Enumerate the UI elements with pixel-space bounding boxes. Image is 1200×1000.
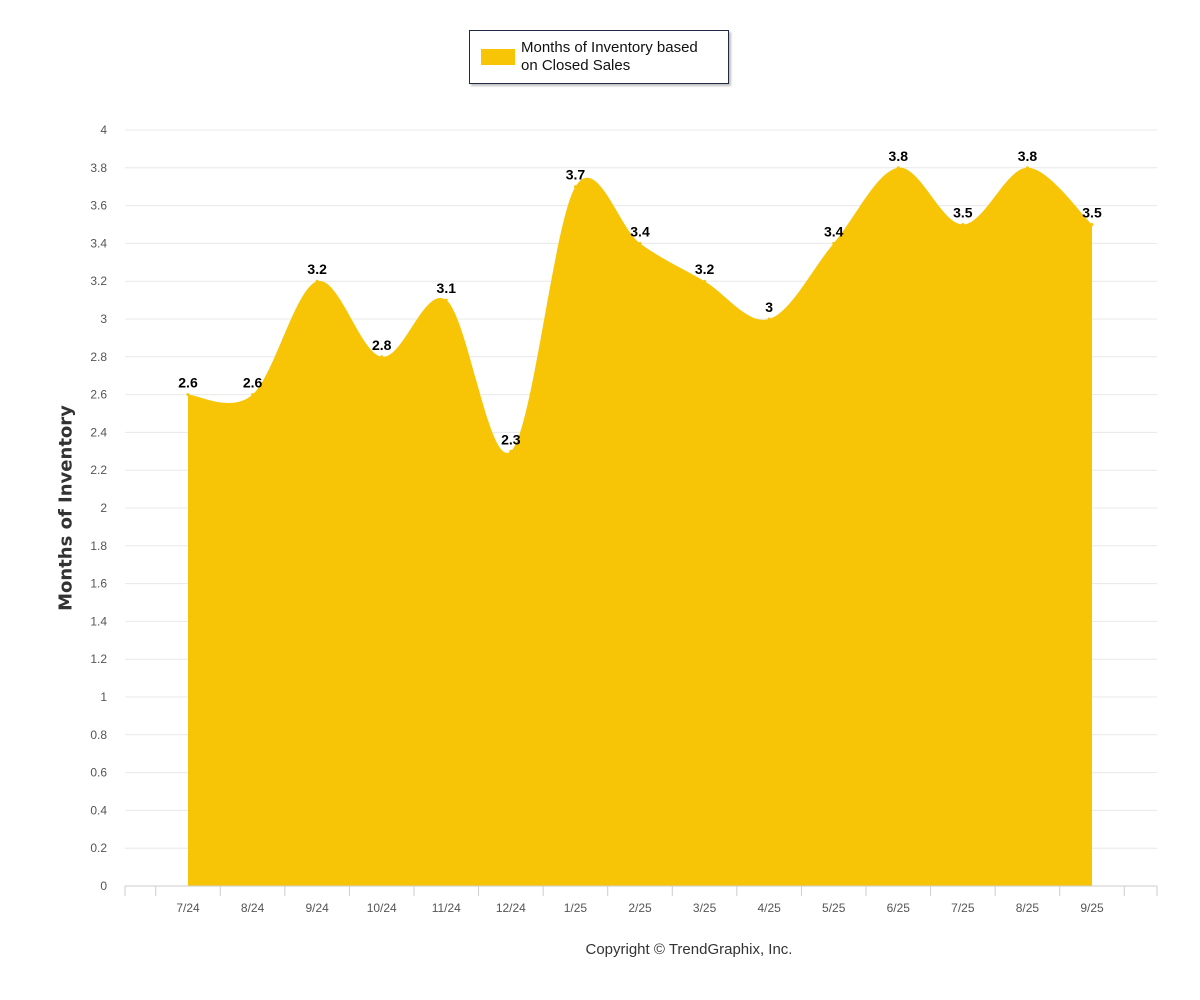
- data-point: [380, 355, 384, 359]
- x-tick-label: 8/25: [1016, 901, 1040, 915]
- data-point: [703, 279, 707, 283]
- data-label: 3.2: [307, 261, 327, 277]
- data-label: 2.6: [178, 375, 198, 391]
- y-tick-label: 3.6: [90, 199, 107, 213]
- data-label: 3.5: [953, 205, 973, 221]
- data-point: [896, 166, 900, 170]
- y-tick-label: 0.4: [90, 803, 107, 817]
- x-tick-label: 5/25: [822, 901, 846, 915]
- x-tick-label: 6/25: [887, 901, 911, 915]
- series-area: [188, 167, 1092, 887]
- y-tick-label: 3.4: [90, 236, 107, 250]
- data-label: 3.7: [566, 167, 586, 183]
- legend: Months of Inventory based on Closed Sale…: [469, 30, 729, 84]
- data-label: 2.8: [372, 337, 392, 353]
- x-tick-label: 3/25: [693, 901, 717, 915]
- data-label: 3.4: [630, 223, 650, 239]
- y-tick-label: 1: [100, 690, 107, 704]
- y-tick-label: 0.2: [90, 841, 107, 855]
- data-label: 3: [765, 299, 773, 315]
- x-tick-label: 7/25: [951, 901, 975, 915]
- x-tick-label: 11/24: [432, 901, 461, 915]
- x-tick-label: 1/25: [564, 901, 588, 915]
- data-label: 2.3: [501, 431, 521, 447]
- data-point: [444, 298, 448, 302]
- y-axis-title: Months of Inventory: [55, 405, 77, 611]
- data-point: [961, 223, 965, 226]
- data-point: [573, 185, 577, 189]
- legend-label-line2: on Closed Sales: [521, 57, 631, 74]
- data-label: 2.6: [243, 375, 263, 391]
- x-tick-label: 2/25: [628, 901, 652, 915]
- data-point: [767, 317, 771, 321]
- data-point: [638, 241, 642, 245]
- y-tick-label: 1.8: [90, 539, 107, 553]
- x-tick-label: 4/25: [757, 901, 781, 915]
- data-point: [251, 393, 255, 397]
- data-label: 3.8: [889, 148, 909, 164]
- y-tick-label: 2.8: [90, 350, 107, 364]
- data-point: [315, 279, 319, 283]
- x-tick-label: 12/24: [496, 901, 526, 915]
- y-tick-label: 4: [100, 123, 107, 137]
- x-tick-label: 8/24: [241, 901, 265, 915]
- data-label: 3.4: [824, 223, 844, 239]
- y-tick-label: 3.8: [90, 161, 107, 175]
- y-tick-label: 0: [100, 879, 107, 893]
- y-tick-label: 1.4: [90, 614, 107, 628]
- data-label: 3.8: [1018, 148, 1038, 164]
- y-tick-label: 3: [100, 312, 107, 326]
- data-point: [186, 393, 190, 397]
- x-tick-label: 10/24: [367, 901, 397, 915]
- data-point: [1025, 166, 1029, 170]
- y-tick-label: 1.2: [90, 652, 107, 666]
- legend-label-line1: Months of Inventory based: [521, 39, 698, 56]
- data-point: [1090, 223, 1094, 226]
- y-tick-label: 0.6: [90, 766, 107, 780]
- y-tick-label: 2: [100, 501, 107, 515]
- y-tick-label: 2.2: [90, 463, 107, 477]
- y-tick-label: 3.2: [90, 274, 107, 288]
- x-tick-label: 9/24: [305, 901, 329, 915]
- y-tick-label: 0.8: [90, 728, 107, 742]
- data-point: [832, 241, 836, 245]
- y-tick-label: 1.6: [90, 577, 107, 591]
- y-tick-label: 2.4: [90, 425, 107, 439]
- copyright: Copyright © TrendGraphix, Inc.: [585, 941, 793, 958]
- legend-label: Months of Inventory based on Closed Sale…: [521, 39, 721, 75]
- legend-swatch: [481, 49, 515, 65]
- x-tick-label: 9/25: [1080, 901, 1104, 915]
- data-label: 3.5: [1082, 205, 1102, 221]
- x-tick-label: 7/24: [176, 901, 200, 915]
- data-point: [509, 449, 513, 453]
- data-label: 3.1: [437, 280, 457, 296]
- data-label: 3.2: [695, 261, 715, 277]
- y-tick-label: 2.6: [90, 388, 107, 402]
